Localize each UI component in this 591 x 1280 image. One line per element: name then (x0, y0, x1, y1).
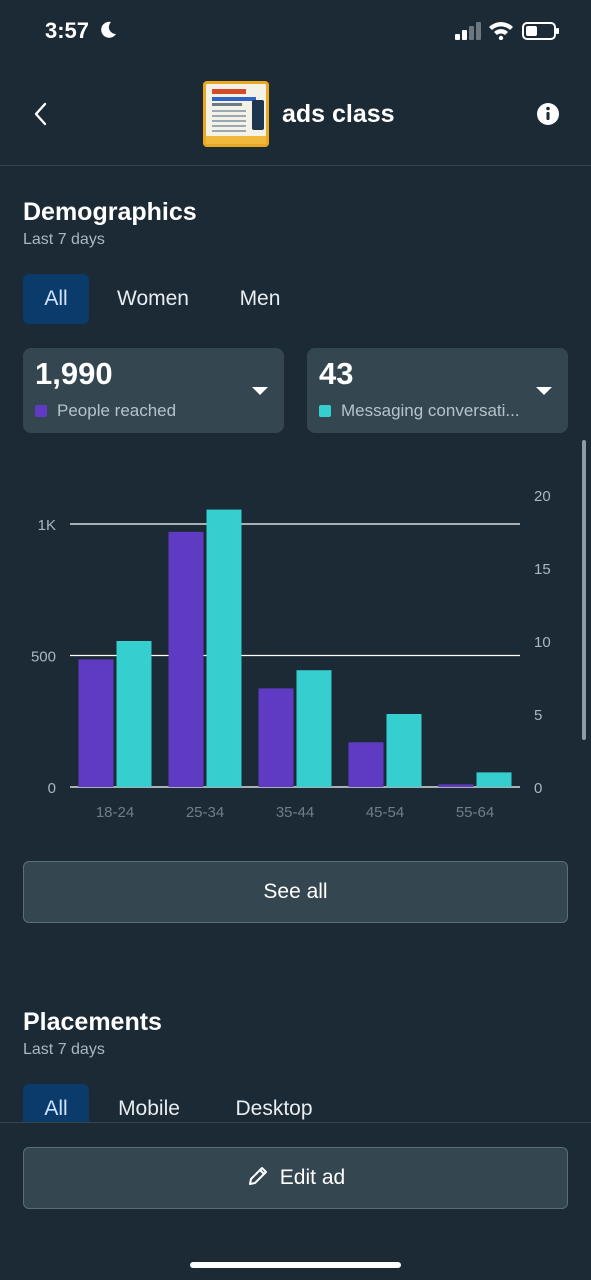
bar-people-reached (438, 784, 474, 787)
x-tick-label: 25-34 (186, 804, 224, 821)
y-tick-left: 500 (31, 649, 56, 666)
bar-messaging (386, 714, 422, 787)
bar-people-reached (348, 742, 384, 787)
y-tick-right: 5 (534, 707, 542, 724)
back-arrow-icon[interactable] (28, 100, 56, 128)
nav-header: ads class (0, 64, 591, 166)
bar-people-reached (168, 531, 204, 787)
pencil-icon (248, 1167, 267, 1186)
bar-messaging (116, 641, 152, 787)
metric-card-people-reached[interactable]: 1,990 People reached (23, 348, 284, 433)
metric-value: 43 (319, 356, 354, 391)
cellular-signal-icon (455, 22, 481, 40)
legend-swatch (319, 405, 331, 417)
metric-card-messaging[interactable]: 43 Messaging conversati... (307, 348, 568, 433)
y-tick-right: 20 (534, 488, 551, 505)
demographics-subtitle: Last 7 days (23, 231, 105, 248)
wifi-icon (489, 22, 513, 40)
demographics-bar-chart: 0 500 1K 0 5 10 15 20 18-24 25-34 35-44 45-54 55-64 (31, 488, 551, 821)
battery-icon (522, 22, 559, 40)
bar-people-reached (258, 688, 294, 787)
x-tick-label: 18-24 (96, 804, 134, 821)
y-tick-left: 1K (38, 517, 56, 534)
y-tick-right: 0 (534, 780, 542, 797)
tab-demographics-all[interactable]: All (23, 274, 89, 324)
tab-placements-mobile[interactable]: Mobile (118, 1097, 180, 1120)
placements-subtitle: Last 7 days (23, 1041, 105, 1058)
info-icon[interactable] (536, 102, 560, 126)
tab-placements-desktop[interactable]: Desktop (235, 1097, 313, 1120)
edit-ad-label: Edit ad (279, 1166, 346, 1189)
y-tick-left: 0 (48, 780, 56, 797)
see-all-button[interactable]: See all (23, 861, 568, 923)
bar-people-reached (78, 659, 114, 787)
metric-label: People reached (57, 401, 177, 420)
status-time: 3:57 (45, 18, 90, 43)
y-tick-right: 10 (534, 634, 551, 651)
demographics-title: Demographics (23, 198, 197, 226)
x-tick-label: 55-64 (456, 804, 494, 821)
bar-messaging (476, 772, 512, 787)
legend-swatch (35, 405, 47, 417)
ad-thumbnail (203, 81, 269, 147)
y-tick-right: 15 (534, 561, 551, 578)
page-title: ads class (282, 100, 395, 128)
status-bar: 3:57 (0, 0, 591, 64)
bar-messaging (296, 670, 332, 787)
scrollbar[interactable] (582, 440, 586, 740)
moon-icon (101, 21, 116, 38)
x-tick-label: 45-54 (366, 804, 404, 821)
bottom-action-bar: Edit ad (0, 1122, 591, 1280)
dropdown-caret-icon (536, 387, 552, 395)
metric-label: Messaging conversati... (341, 401, 520, 420)
tab-demographics-women[interactable]: Women (117, 287, 189, 310)
edit-ad-button[interactable]: Edit ad (23, 1147, 568, 1209)
dropdown-caret-icon (252, 387, 268, 395)
tab-demographics-men[interactable]: Men (239, 287, 281, 310)
metric-value: 1,990 (35, 356, 113, 391)
x-tick-label: 35-44 (276, 804, 314, 821)
bar-messaging (206, 509, 242, 787)
home-indicator (190, 1262, 401, 1268)
placements-title: Placements (23, 1008, 162, 1036)
